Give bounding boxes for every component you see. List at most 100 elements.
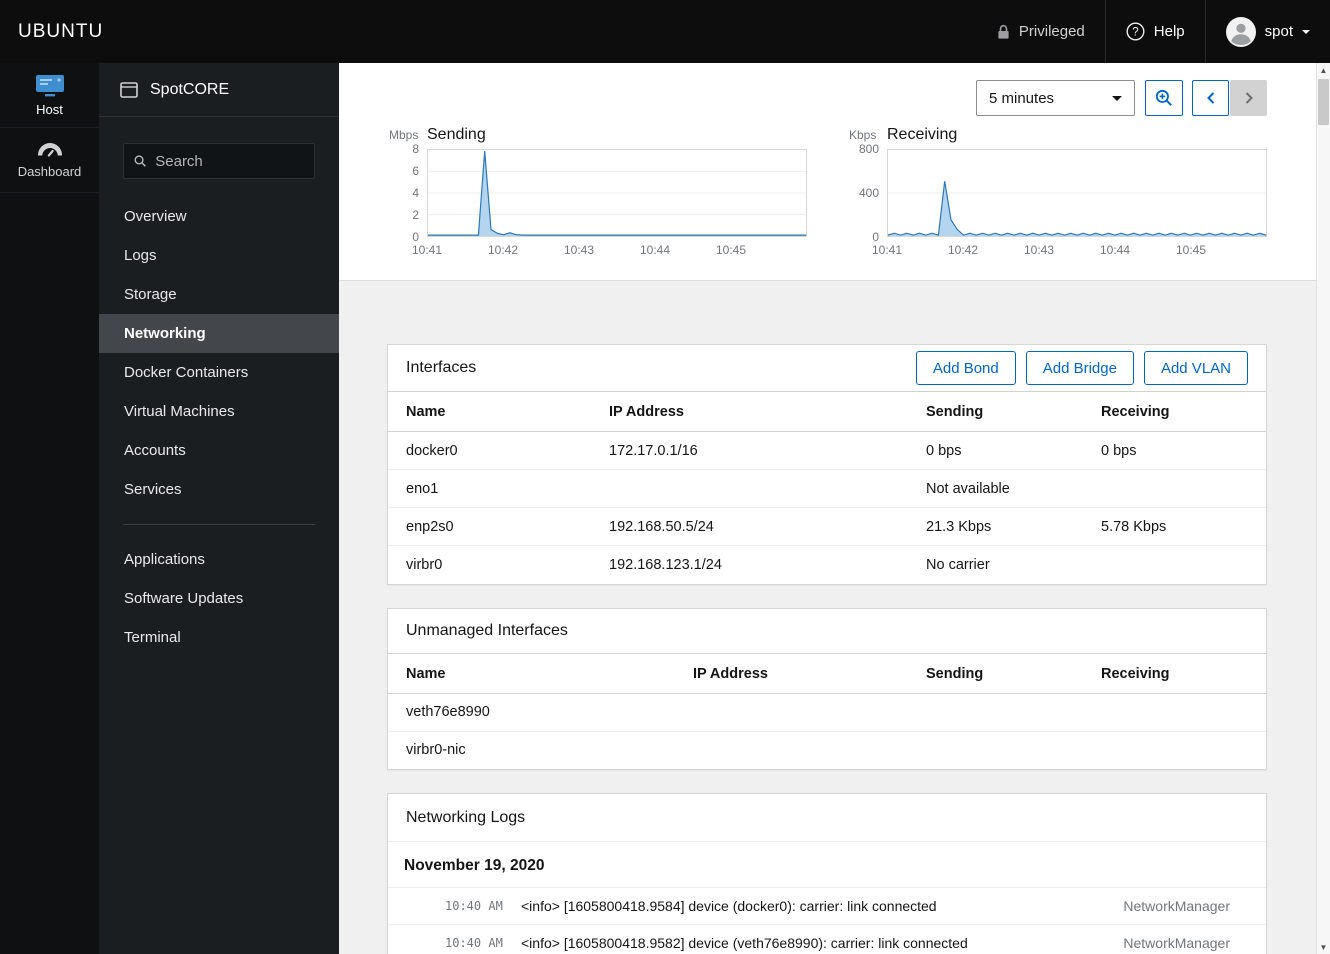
table-row[interactable]: virbr0 192.168.123.1/24 No carrier (388, 546, 1266, 584)
receiving-title: Receiving (887, 126, 958, 143)
privileged-label: Privileged (1018, 23, 1085, 40)
sidebar-item-docker-containers[interactable]: Docker Containers (124, 364, 249, 381)
sidebar-item-software-updates[interactable]: Software Updates (124, 590, 244, 607)
sidebar-item-applications[interactable]: Applications (124, 551, 205, 568)
help-menu[interactable]: ? Help (1104, 0, 1205, 63)
cell-name: eno1 (388, 469, 609, 508)
cell-receiving: 5.78 Kbps (1101, 507, 1266, 546)
dashboard-gauge-icon (37, 143, 62, 157)
chevron-right-icon (1245, 92, 1253, 104)
scrollbar[interactable]: ▲ ▼ (1316, 63, 1330, 954)
sidebar-item-overview[interactable]: Overview (124, 208, 187, 225)
log-time: 10:40 AM (445, 899, 503, 913)
receiving-plot: 10:41 10:42 10:43 10:44 10:45 (872, 149, 1267, 257)
log-time: 10:40 AM (445, 936, 503, 950)
unmanaged-interfaces-table: Name IP Address Sending Receiving veth76… (388, 652, 1266, 770)
col-header-ip: IP Address (693, 652, 926, 694)
search-icon (134, 155, 146, 167)
app-sidebar: SpotCORE Overview Logs Storage Networkin… (99, 63, 339, 954)
sending-title: Sending (427, 126, 486, 143)
log-entry[interactable]: 10:40 AM <info> [1605800418.9582] device… (388, 924, 1266, 954)
unmanaged-interfaces-card: Unmanaged Interfaces Name IP Address Sen… (387, 607, 1267, 770)
rail-item-host[interactable]: Host (0, 63, 99, 128)
search-input[interactable] (155, 152, 304, 170)
cell-sending: Not available (926, 469, 1101, 508)
time-range-select[interactable]: 5 minutes (976, 80, 1135, 116)
previous-range-button[interactable] (1192, 80, 1229, 116)
sidebar-item-terminal[interactable]: Terminal (124, 629, 181, 646)
sidebar-search[interactable] (123, 143, 315, 179)
cell-sending (926, 731, 1101, 769)
sending-plot: 10:41 10:42 10:43 10:44 10:45 (412, 149, 807, 257)
sending-x-axis: 10:41 10:42 10:43 10:44 10:45 (411, 243, 747, 257)
sidebar-item-accounts[interactable]: Accounts (124, 442, 186, 459)
col-header-sending: Sending (926, 391, 1101, 432)
cell-ip: 192.168.123.1/24 (609, 556, 722, 573)
app-header: SpotCORE (99, 63, 339, 117)
table-row[interactable]: docker0 172.17.0.1/16 0 bps 0 bps (388, 431, 1266, 470)
receiving-chart: Kbps Receiving 0 400 800 10:41 10:42 10:43 10… (849, 126, 1267, 257)
col-header-receiving: Receiving (1101, 652, 1266, 694)
privileged-indicator: Privileged (977, 0, 1105, 63)
table-row[interactable]: enp2s0 192.168.50.5/24 21.3 Kbps 5.78 Kb… (388, 507, 1266, 546)
masthead-right: Privileged ? Help spot (977, 0, 1330, 63)
app-window-icon (120, 81, 138, 98)
rail-item-label: Host (36, 101, 63, 117)
brand-logo: UBUNTU (18, 20, 104, 42)
rail-item-label: Dashboard (17, 164, 82, 179)
add-bridge-button[interactable]: Add Bridge (1025, 351, 1134, 385)
next-range-button[interactable] (1230, 80, 1267, 116)
cell-ip (609, 469, 926, 508)
sidebar-nav-secondary: Applications Software Updates Terminal (99, 540, 339, 657)
sidebar-item-virtual-machines[interactable]: Virtual Machines (124, 403, 235, 420)
sidebar-item-networking[interactable]: Networking (99, 314, 339, 353)
cell-name: enp2s0 (388, 507, 609, 546)
add-bond-button[interactable]: Add Bond (915, 351, 1016, 385)
table-row[interactable]: virbr0-nic (388, 731, 1266, 769)
table-row[interactable]: eno1 Not available (388, 469, 1266, 508)
cell-name: docker0 (388, 431, 609, 470)
scrollbar-up-arrow[interactable]: ▲ (1319, 65, 1328, 75)
chevron-down-icon (1112, 95, 1122, 106)
cell-ip (693, 693, 926, 732)
scrollbar-thumb[interactable] (1318, 79, 1329, 125)
table-row[interactable]: veth76e8990 (388, 693, 1266, 732)
cell-sending (926, 693, 1101, 732)
help-label: Help (1153, 23, 1185, 40)
cell-name: virbr0 (406, 556, 443, 573)
user-label: spot (1264, 23, 1293, 40)
cell-sending: 21.3 Kbps (926, 507, 1101, 546)
cell-receiving (1101, 693, 1266, 732)
lock-icon (998, 24, 1009, 39)
cell-ip: 172.17.0.1/16 (609, 431, 926, 470)
log-entry[interactable]: 10:40 AM <info> [1605800418.9584] device… (388, 887, 1266, 924)
add-vlan-button[interactable]: Add VLAN (1143, 351, 1248, 385)
interfaces-card: Interfaces Add Bond Add Bridge Add VLAN … (387, 344, 1267, 585)
sidebar-item-logs[interactable]: Logs (124, 247, 157, 264)
zoom-in-button[interactable] (1145, 80, 1183, 116)
masthead: UBUNTU Privileged ? Help spot (0, 0, 1330, 63)
app-title: SpotCORE (150, 80, 230, 98)
sidebar-item-services[interactable]: Services (124, 481, 182, 498)
chevron-down-icon (1302, 30, 1310, 38)
cell-sending: 0 bps (926, 431, 1101, 470)
log-message: <info> [1605800418.9582] device (veth76e… (521, 935, 968, 951)
log-message: <info> [1605800418.9584] device (docker0… (521, 898, 937, 914)
rail-item-dashboard[interactable]: Dashboard (0, 128, 99, 193)
cell-receiving: 0 bps (1101, 431, 1266, 470)
scrollbar-down-arrow[interactable]: ▼ (1319, 942, 1328, 952)
log-date-heading: November 19, 2020 (404, 857, 545, 874)
cell-receiving (1101, 731, 1266, 769)
chevron-left-icon (1206, 92, 1214, 104)
col-header-receiving: Receiving (1101, 391, 1266, 432)
zoom-in-icon (1155, 89, 1172, 106)
user-menu[interactable]: spot (1204, 0, 1330, 63)
unmanaged-card-title: Unmanaged Interfaces (406, 621, 568, 639)
log-source: NetworkManager (1123, 898, 1230, 914)
cell-name: virbr0-nic (406, 742, 466, 759)
sidebar-item-storage[interactable]: Storage (124, 286, 177, 303)
cell-ip: 192.168.50.5/24 (609, 507, 926, 546)
